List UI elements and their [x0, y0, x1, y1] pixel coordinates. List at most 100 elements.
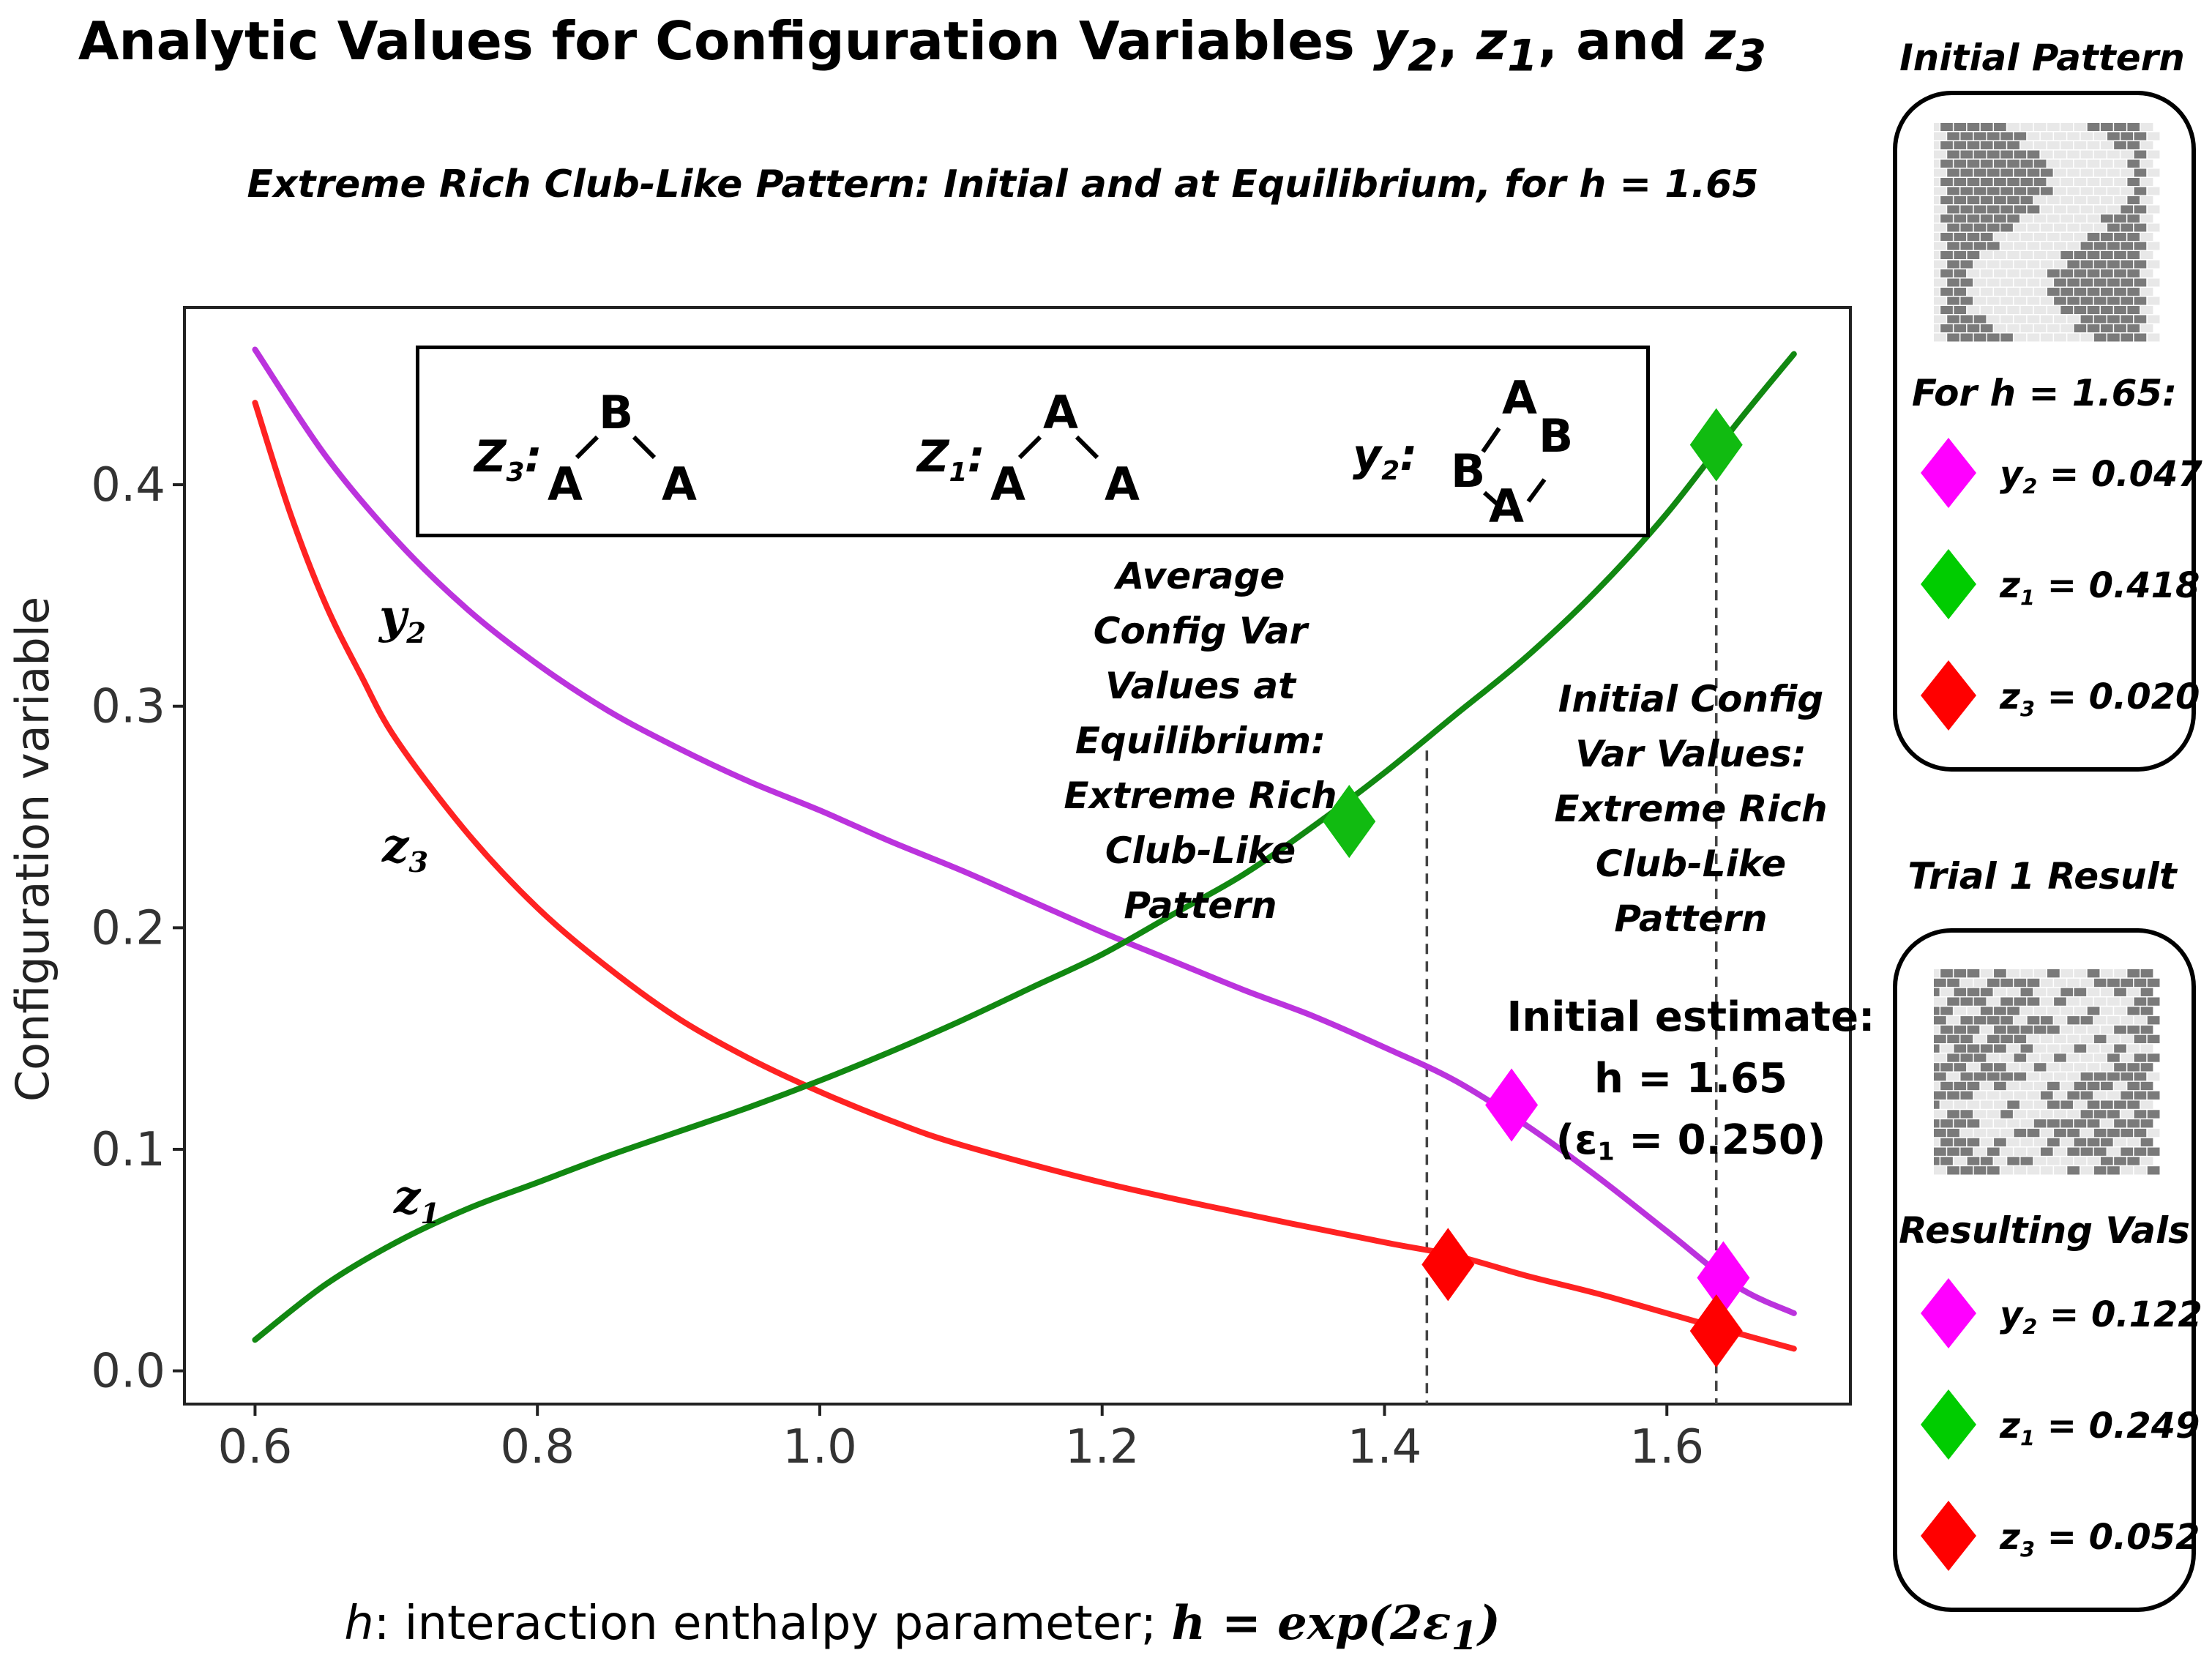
lattice-cell [1973, 223, 1987, 232]
lattice-cell [2121, 1147, 2134, 1156]
lattice-cell [1934, 1100, 1940, 1109]
lattice-cell [2027, 242, 2040, 250]
lattice-cell [1954, 1063, 1967, 1072]
lattice-cell [2147, 205, 2160, 214]
lattice-cell [2054, 150, 2066, 159]
lattice-cell [1980, 324, 1993, 332]
lattice-cell [1994, 1007, 2006, 1015]
lattice-cell [2067, 242, 2080, 250]
lattice-cell [2033, 269, 2047, 277]
initial-pattern-title: Initial Pattern [1899, 37, 2185, 79]
lattice-cell [2007, 196, 2020, 204]
chart-title: Analytic Values for Configuration Variab… [0, 10, 1845, 81]
formula-close: ) [1478, 1596, 1501, 1651]
lattice-cell [2080, 1128, 2093, 1138]
lattice-cell [2020, 988, 2033, 996]
lattice-cell [2140, 196, 2153, 204]
lattice-cell [2033, 160, 2047, 168]
lattice-cell [2014, 1072, 2027, 1081]
lattice-cell [1980, 1025, 1993, 1034]
lattice-cell [2020, 233, 2033, 241]
motif-y2: y2: A B B A [1353, 349, 1733, 541]
lattice-cell [1973, 1053, 1987, 1062]
lattice-cell [1980, 123, 1993, 131]
lattice-cell [2140, 324, 2153, 332]
lattice-cell [1934, 1063, 1940, 1072]
lattice-cell [2000, 1034, 2013, 1044]
lattice-cell [2067, 1147, 2080, 1156]
lattice-cell [2100, 141, 2113, 149]
lattice-cell [2093, 315, 2107, 324]
initial-row-text: y2 = 0.047 [2000, 454, 2202, 499]
lattice-cell [2080, 1147, 2093, 1156]
lattice-cell [1934, 1119, 1940, 1128]
x-tick-label: 1.2 [1065, 1420, 1140, 1474]
lattice-cell [1973, 187, 1987, 195]
lattice-cell [2047, 1157, 2060, 1165]
lattice-cell [2107, 997, 2120, 1006]
lattice-cell [2093, 278, 2107, 287]
lattice-cell [2087, 1007, 2100, 1015]
lattice-cell [1973, 242, 1987, 250]
motif-node: A [1502, 371, 1537, 425]
lattice-cell [2054, 1034, 2066, 1044]
lattice-cell [2134, 132, 2147, 141]
chart-subtitle: Extreme Rich Club-Like Pattern: Initial … [247, 163, 1759, 206]
lattice-cell [2100, 178, 2113, 186]
lattice-cell [1960, 296, 1973, 305]
lattice-cell [2027, 333, 2040, 342]
lattice-cell [2074, 324, 2087, 332]
lattice-cell [2074, 1157, 2087, 1165]
formula-sub: 1 [1451, 1612, 1479, 1659]
lattice-cell [2020, 1081, 2033, 1091]
lattice-cell [2067, 315, 2080, 324]
lattice-cell [2074, 1138, 2087, 1147]
lattice-cell [2127, 1007, 2140, 1015]
lattice-cell [1934, 123, 1940, 131]
lattice-cell [2054, 997, 2066, 1006]
lattice-cell [1980, 160, 1993, 168]
lattice-cell [2121, 242, 2134, 250]
lattice-cell [2074, 123, 2087, 131]
lattice-cell [2047, 1119, 2060, 1128]
lattice-cell [2107, 1166, 2120, 1175]
lattice-cell [2014, 978, 2027, 988]
lattice-cell [2000, 978, 2013, 988]
lattice-cell [1967, 196, 1980, 204]
lattice-cell [2100, 1025, 2113, 1034]
lattice-cell [2067, 187, 2080, 195]
lattice-cell [1967, 1063, 1980, 1072]
lattice-cell [1934, 988, 1940, 996]
lattice-cell [1934, 333, 1946, 342]
lattice-cell [2080, 1016, 2093, 1025]
lattice-cell [1994, 269, 2006, 277]
lattice-cell [2000, 997, 2013, 1006]
lattice-cell [2033, 178, 2047, 186]
lattice-cell [1967, 233, 1980, 241]
lattice-cell [2114, 288, 2126, 296]
lattice-cell [1947, 278, 1959, 287]
lattice-cell [2020, 1025, 2033, 1034]
lattice-cell [1954, 233, 1967, 241]
lattice-cell [1934, 1081, 1940, 1091]
lattice-cell [1987, 333, 2000, 342]
lattice-cell [2007, 969, 2020, 978]
lattice-cell [2127, 988, 2140, 996]
lattice-cell [2127, 969, 2140, 978]
lattice-cell [2140, 1157, 2153, 1165]
lattice-cell [2060, 123, 2073, 131]
lattice-cell [1960, 1110, 1973, 1119]
lattice-cell [2060, 1007, 2073, 1015]
lattice-cell [1934, 251, 1940, 259]
lattice-cell [1987, 315, 2000, 324]
lattice-cell [2114, 306, 2126, 314]
lattice-cell [2040, 1016, 2053, 1025]
red-diamond-icon [1921, 1501, 1976, 1571]
lattice-cell [2114, 123, 2126, 131]
lattice-cell [1994, 1044, 2006, 1053]
lattice-cell [2140, 1100, 2153, 1109]
lattice-cell [2000, 205, 2013, 214]
lattice-cell [2080, 1034, 2093, 1044]
lattice-cell [2107, 260, 2120, 269]
lattice-cell [2121, 1091, 2134, 1100]
